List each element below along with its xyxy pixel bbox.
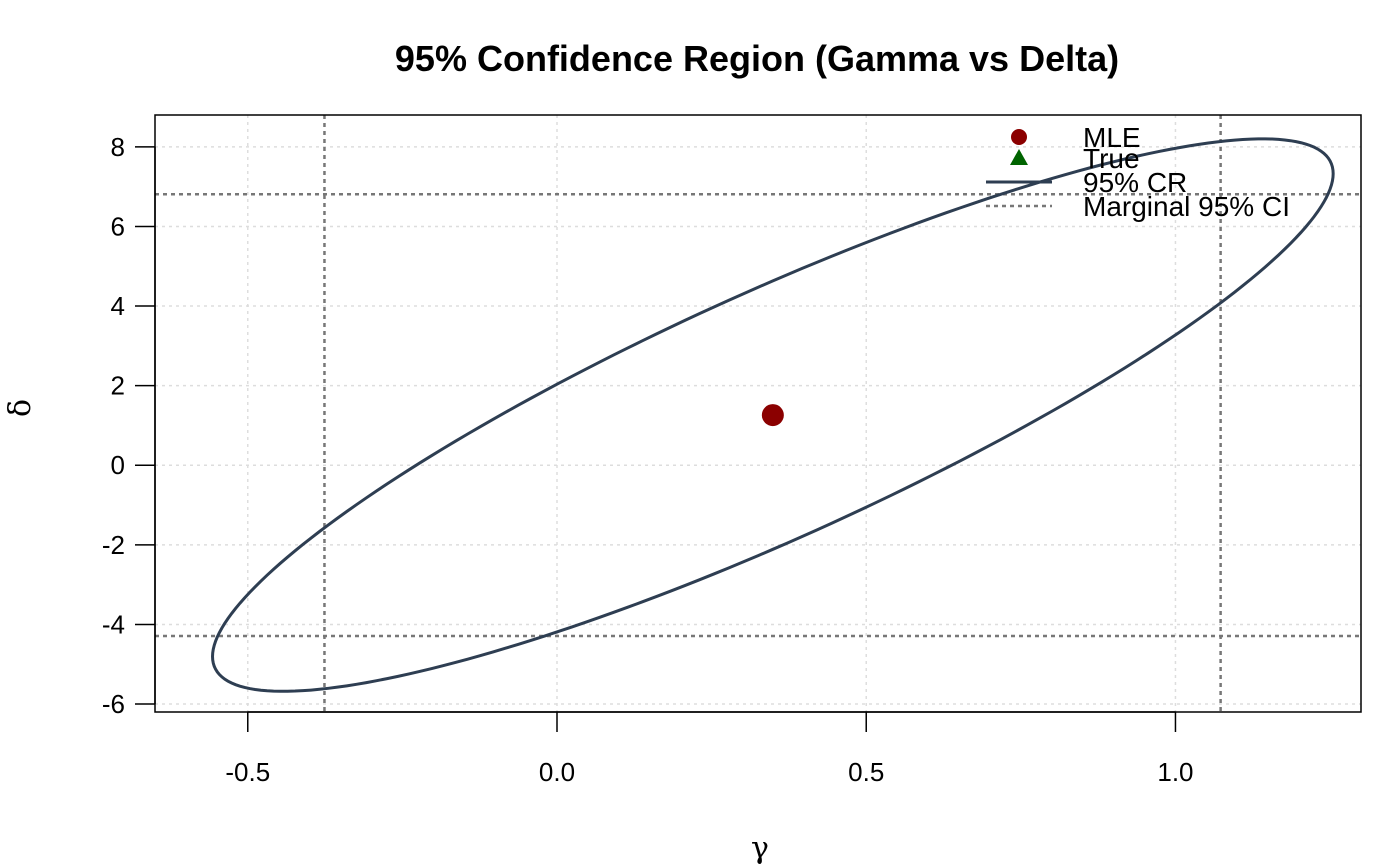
y-tick-label: 6: [111, 211, 125, 241]
chart-title: 95% Confidence Region (Gamma vs Delta): [395, 38, 1119, 79]
legend-label: MLE: [1083, 122, 1141, 153]
y-tick-label: -2: [102, 530, 125, 560]
legend-symbol-true: [1010, 149, 1028, 165]
y-tick-label: 8: [111, 132, 125, 162]
x-tick-label: -0.5: [225, 757, 270, 787]
legend-symbol-mle: [1011, 129, 1027, 145]
x-tick-label: 1.0: [1157, 757, 1193, 787]
x-axis-label: γ: [751, 831, 769, 866]
legend-label: True: [1083, 143, 1140, 174]
y-axis: -6 -4 -2 0 2 4 6 8: [102, 132, 156, 719]
legend-label: 95% CR: [1083, 167, 1187, 198]
points: [761, 404, 784, 427]
y-axis-label: δ: [3, 399, 38, 417]
marginal-ci-lines: [155, 115, 1361, 712]
y-tick-label: 0: [111, 450, 125, 480]
mle-point: [761, 404, 784, 427]
confidence-ellipse: [211, 137, 1335, 693]
x-tick-label: 0.0: [539, 757, 575, 787]
y-tick-label: -6: [102, 689, 125, 719]
x-tick-label: 0.5: [848, 757, 884, 787]
legend-label: Marginal 95% CI: [1083, 191, 1290, 222]
x-axis: -0.5 0.0 0.5 1.0: [225, 711, 1194, 787]
y-tick-label: -4: [102, 609, 125, 639]
y-tick-label: 2: [111, 371, 125, 401]
y-tick-label: 4: [111, 291, 125, 321]
grid-lines: [155, 115, 1361, 712]
